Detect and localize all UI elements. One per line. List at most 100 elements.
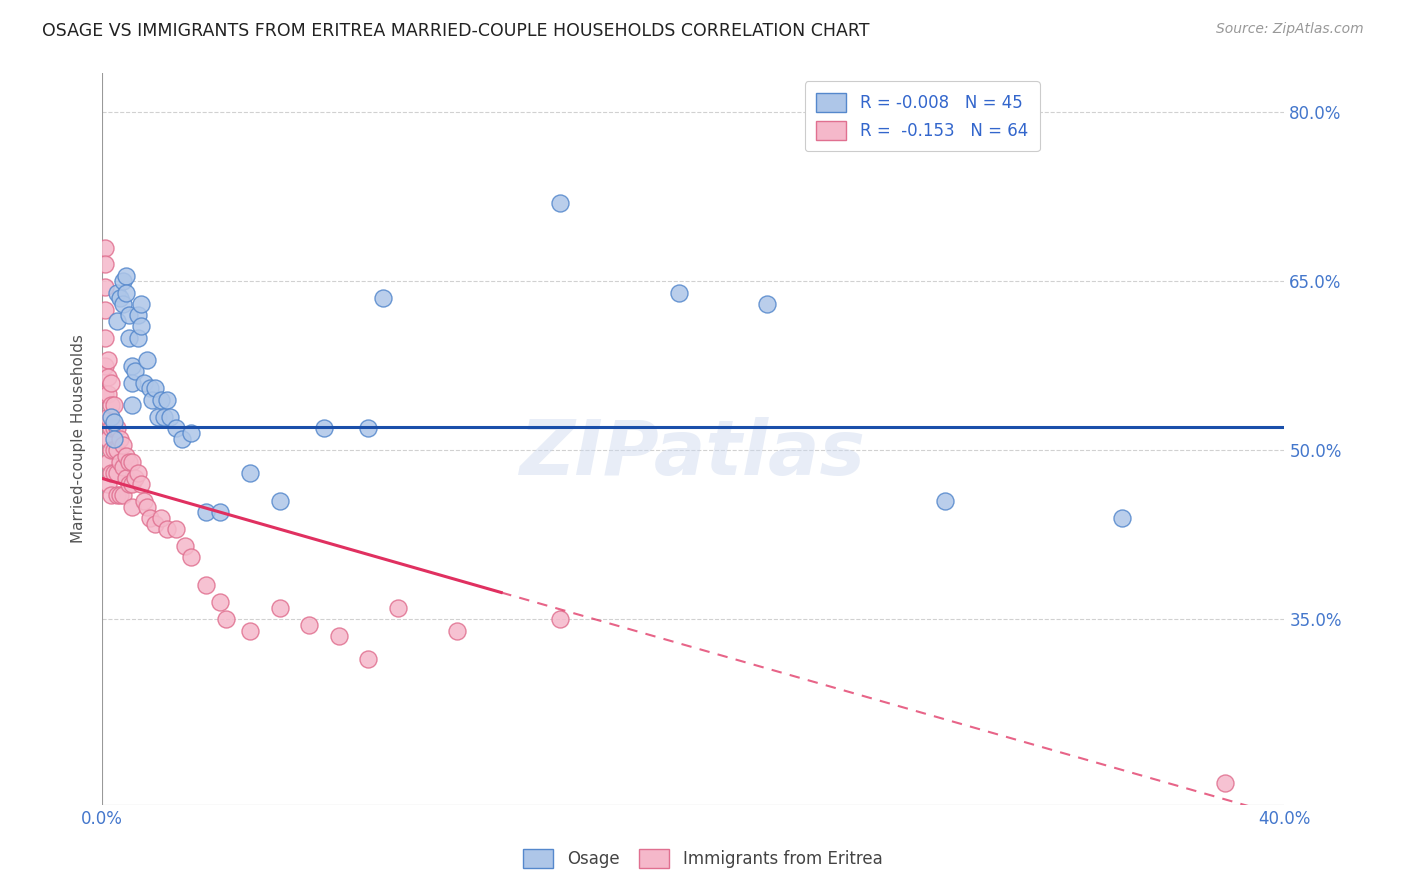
Point bbox=[100, 376, 122, 390]
Point bbox=[94, 280, 117, 294]
Point bbox=[156, 522, 179, 536]
Point bbox=[170, 432, 193, 446]
Point bbox=[194, 578, 217, 592]
Point bbox=[550, 612, 572, 626]
Point bbox=[550, 195, 572, 210]
Point bbox=[1111, 511, 1133, 525]
Point bbox=[121, 454, 143, 468]
Point bbox=[934, 494, 956, 508]
Point bbox=[141, 392, 163, 407]
Point bbox=[269, 494, 291, 508]
Point bbox=[108, 488, 131, 502]
Point bbox=[148, 409, 170, 424]
Point bbox=[129, 297, 152, 311]
Point bbox=[115, 449, 138, 463]
Point bbox=[174, 539, 197, 553]
Point bbox=[103, 421, 125, 435]
Point bbox=[121, 398, 143, 412]
Point bbox=[127, 308, 149, 322]
Point bbox=[127, 466, 149, 480]
Point bbox=[97, 370, 120, 384]
Point bbox=[103, 466, 125, 480]
Point bbox=[357, 421, 380, 435]
Point bbox=[97, 432, 120, 446]
Point bbox=[108, 291, 131, 305]
Point bbox=[105, 314, 128, 328]
Point bbox=[100, 443, 122, 458]
Point bbox=[97, 477, 120, 491]
Point bbox=[165, 421, 187, 435]
Text: Source: ZipAtlas.com: Source: ZipAtlas.com bbox=[1216, 22, 1364, 37]
Point bbox=[239, 466, 262, 480]
Point bbox=[111, 488, 134, 502]
Point bbox=[150, 392, 173, 407]
Point bbox=[100, 421, 122, 435]
Point bbox=[124, 364, 146, 378]
Point bbox=[156, 392, 179, 407]
Point bbox=[115, 471, 138, 485]
Point bbox=[387, 601, 409, 615]
Point bbox=[153, 409, 176, 424]
Point bbox=[135, 353, 157, 368]
Point bbox=[118, 308, 141, 322]
Text: OSAGE VS IMMIGRANTS FROM ERITREA MARRIED-COUPLE HOUSEHOLDS CORRELATION CHART: OSAGE VS IMMIGRANTS FROM ERITREA MARRIED… bbox=[42, 22, 870, 40]
Point bbox=[108, 454, 131, 468]
Point bbox=[108, 432, 131, 446]
Point bbox=[239, 624, 262, 638]
Point bbox=[111, 297, 134, 311]
Point bbox=[94, 302, 117, 317]
Point bbox=[298, 618, 321, 632]
Point bbox=[103, 398, 125, 412]
Point bbox=[129, 477, 152, 491]
Point bbox=[118, 331, 141, 345]
Point bbox=[121, 477, 143, 491]
Point bbox=[94, 387, 117, 401]
Point bbox=[145, 516, 167, 531]
Point bbox=[118, 477, 141, 491]
Point bbox=[111, 437, 134, 451]
Legend: R = -0.008   N = 45, R =  -0.153   N = 64: R = -0.008 N = 45, R = -0.153 N = 64 bbox=[804, 81, 1039, 152]
Point bbox=[194, 505, 217, 519]
Point bbox=[100, 409, 122, 424]
Point bbox=[97, 387, 120, 401]
Point bbox=[105, 466, 128, 480]
Point bbox=[138, 511, 160, 525]
Point bbox=[129, 319, 152, 334]
Point bbox=[105, 285, 128, 300]
Point bbox=[103, 443, 125, 458]
Point bbox=[209, 505, 232, 519]
Point bbox=[371, 291, 394, 305]
Point bbox=[138, 381, 160, 395]
Point bbox=[121, 500, 143, 514]
Point bbox=[111, 274, 134, 288]
Point bbox=[756, 297, 779, 311]
Point bbox=[209, 595, 232, 609]
Point bbox=[180, 550, 202, 565]
Point bbox=[357, 651, 380, 665]
Point bbox=[150, 511, 173, 525]
Point bbox=[111, 460, 134, 475]
Point bbox=[121, 376, 143, 390]
Point bbox=[121, 359, 143, 373]
Point bbox=[668, 285, 690, 300]
Point bbox=[115, 268, 138, 283]
Point bbox=[215, 612, 238, 626]
Point bbox=[118, 454, 141, 468]
Text: ZIPatlas: ZIPatlas bbox=[520, 417, 866, 491]
Point bbox=[103, 415, 125, 429]
Y-axis label: Married-couple Households: Married-couple Households bbox=[72, 334, 86, 543]
Point bbox=[328, 629, 350, 643]
Point bbox=[446, 624, 468, 638]
Point bbox=[180, 426, 202, 441]
Point bbox=[132, 376, 155, 390]
Point bbox=[97, 409, 120, 424]
Point bbox=[115, 285, 138, 300]
Point bbox=[1213, 775, 1236, 789]
Point bbox=[145, 381, 167, 395]
Point bbox=[135, 500, 157, 514]
Point bbox=[127, 331, 149, 345]
Point bbox=[100, 466, 122, 480]
Point bbox=[105, 443, 128, 458]
Point bbox=[132, 494, 155, 508]
Point bbox=[100, 488, 122, 502]
